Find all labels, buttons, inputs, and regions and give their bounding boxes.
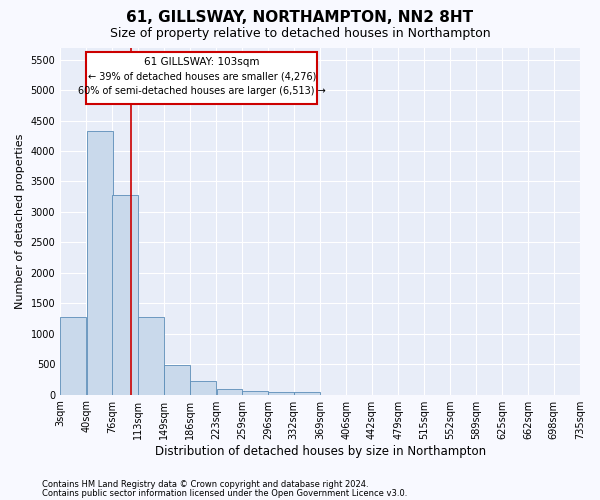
Text: Contains HM Land Registry data © Crown copyright and database right 2024.: Contains HM Land Registry data © Crown c… — [42, 480, 368, 489]
Bar — [112, 196, 138, 394]
Bar — [217, 389, 242, 394]
Bar — [190, 382, 216, 394]
Bar — [242, 390, 268, 394]
Y-axis label: Number of detached properties: Number of detached properties — [15, 134, 25, 308]
Bar — [86, 131, 113, 394]
Bar — [61, 318, 86, 394]
X-axis label: Distribution of detached houses by size in Northampton: Distribution of detached houses by size … — [155, 444, 485, 458]
Text: 61 GILLSWAY: 103sqm: 61 GILLSWAY: 103sqm — [144, 58, 260, 68]
Text: ← 39% of detached houses are smaller (4,276): ← 39% of detached houses are smaller (4,… — [88, 71, 316, 81]
Text: Size of property relative to detached houses in Northampton: Size of property relative to detached ho… — [110, 28, 490, 40]
Bar — [164, 364, 190, 394]
Bar — [268, 392, 295, 394]
FancyBboxPatch shape — [86, 52, 317, 104]
Text: 61, GILLSWAY, NORTHAMPTON, NN2 8HT: 61, GILLSWAY, NORTHAMPTON, NN2 8HT — [127, 10, 473, 25]
Text: Contains public sector information licensed under the Open Government Licence v3: Contains public sector information licen… — [42, 489, 407, 498]
Bar — [139, 316, 164, 394]
Bar — [294, 392, 320, 394]
Text: 60% of semi-detached houses are larger (6,513) →: 60% of semi-detached houses are larger (… — [78, 86, 326, 97]
